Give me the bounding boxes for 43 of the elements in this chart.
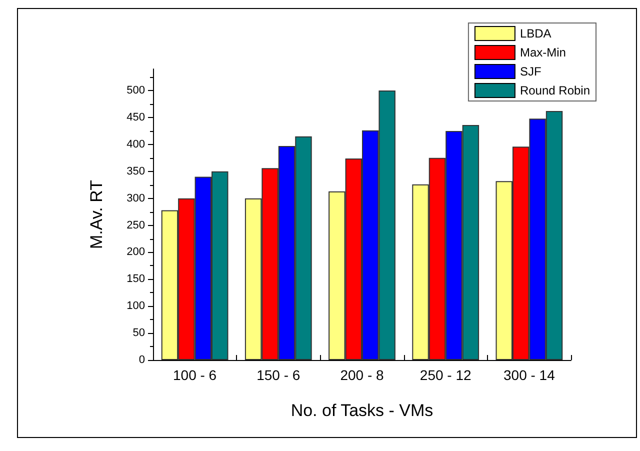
bar: [194, 176, 212, 360]
bar: [244, 198, 262, 360]
legend-label: Round Robin: [520, 84, 590, 98]
x-axis-title: No. of Tasks - VMs: [290, 401, 434, 420]
bar: [412, 184, 429, 360]
y-tick-label: 400: [126, 138, 145, 150]
y-tick-label: 300: [126, 192, 145, 204]
legend-label: LBDA: [520, 26, 552, 40]
bar: [512, 146, 530, 360]
bar: [161, 210, 178, 360]
y-tick-label: 500: [126, 84, 145, 97]
bar: [278, 146, 296, 360]
bar: [262, 168, 278, 360]
y-tick-label: 450: [126, 112, 145, 124]
bar: [378, 90, 396, 360]
y-axis-title: M.Av. RT: [87, 180, 106, 249]
y-tick-label: 0: [138, 354, 145, 366]
y-tick-label: 250: [126, 219, 145, 232]
bar: [462, 125, 480, 360]
x-tick-label: 200 - 8: [340, 367, 384, 383]
bar: [212, 171, 228, 360]
x-tick-label: 100 - 6: [173, 367, 217, 383]
bar: [446, 130, 462, 360]
bar: [295, 136, 312, 360]
x-tick-label: 150 - 6: [256, 367, 300, 383]
bar: [362, 130, 379, 360]
x-tick-label: 300 - 14: [504, 367, 556, 383]
bar: [328, 191, 346, 360]
legend-label: SJF: [520, 64, 542, 78]
bar: [496, 181, 512, 360]
y-tick-label: 200: [126, 246, 145, 258]
y-tick-label: 100: [126, 300, 145, 312]
bar: [529, 118, 546, 360]
x-tick-label: 250 - 12: [420, 367, 472, 383]
bar: [178, 198, 195, 360]
bar: [428, 158, 446, 360]
figure-frame: M.Av. RT No. of Tasks - VMs 0 50 100 150 200 250 300 350 400 450 500 100 - 6 150 - 6 200 - 8 250 - 12 300 - 14 LBDA Max-Min SJF Round Robin: [17, 8, 637, 438]
bar: [546, 111, 563, 360]
legend-label: Max-Min: [520, 46, 566, 60]
bar: [345, 158, 362, 360]
y-tick-label: 50: [132, 327, 145, 340]
y-tick-label: 350: [126, 165, 145, 178]
y-tick-label: 150: [126, 273, 145, 286]
